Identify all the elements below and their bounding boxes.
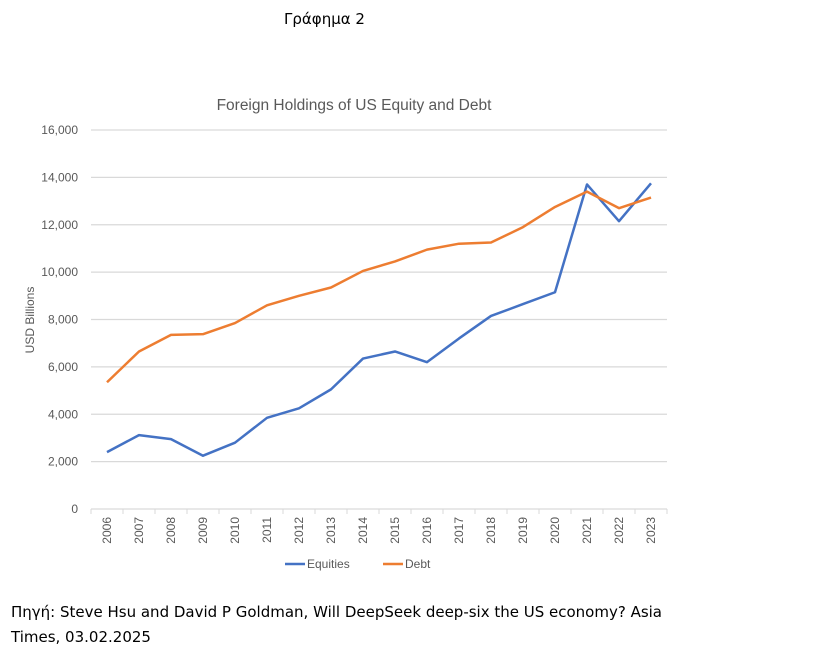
y-tick-label: 10,000 xyxy=(41,265,78,279)
x-tick-label: 2010 xyxy=(228,517,242,544)
figure-heading-text: Γράφημα 2 xyxy=(284,10,365,28)
x-tick-label: 2013 xyxy=(324,517,338,544)
y-tick-label: 2,000 xyxy=(48,455,78,469)
x-tick-label: 2021 xyxy=(580,517,594,544)
y-tick-label: 4,000 xyxy=(48,407,78,421)
x-tick-label: 2014 xyxy=(356,517,370,544)
y-tick-label: 14,000 xyxy=(41,170,78,184)
series-line-debt xyxy=(106,190,652,384)
series-line-equities xyxy=(106,182,652,457)
x-tick-label: 2022 xyxy=(612,517,626,544)
chart-title: Foreign Holdings of US Equity and Debt xyxy=(217,97,493,114)
x-tick-label: 2016 xyxy=(420,517,434,544)
x-tick-label: 2011 xyxy=(260,517,274,543)
line-chart: Foreign Holdings of US Equity and Debt U… xyxy=(23,97,668,571)
y-tick-label: 6,000 xyxy=(48,360,78,374)
x-tick-label: 2020 xyxy=(548,517,562,544)
legend-label-debt: Debt xyxy=(405,557,431,571)
x-tick-label: 2012 xyxy=(292,517,306,544)
y-tick-label: 8,000 xyxy=(48,313,78,327)
x-tick-label: 2023 xyxy=(644,517,658,544)
legend-label-equities: Equities xyxy=(307,557,350,571)
x-tick-label: 2008 xyxy=(164,517,178,544)
x-tick-label: 2018 xyxy=(484,517,498,544)
x-tick-label: 2015 xyxy=(388,517,402,544)
x-tick-label: 2006 xyxy=(100,517,114,544)
y-tick-label: 16,000 xyxy=(41,123,78,137)
x-tick-label: 2009 xyxy=(196,517,210,544)
source-note: Πηγή: Steve Hsu and David P Goldman, Wil… xyxy=(11,603,662,646)
figure-heading: Γράφημα 2 xyxy=(0,10,825,28)
y-axis-label: USD Billions xyxy=(23,287,37,354)
y-tick-label: 0 xyxy=(71,502,78,516)
x-tick-label: 2017 xyxy=(452,517,466,544)
x-tick-label: 2019 xyxy=(516,517,530,544)
x-tick-label: 2007 xyxy=(132,517,146,544)
y-tick-label: 12,000 xyxy=(41,218,78,232)
